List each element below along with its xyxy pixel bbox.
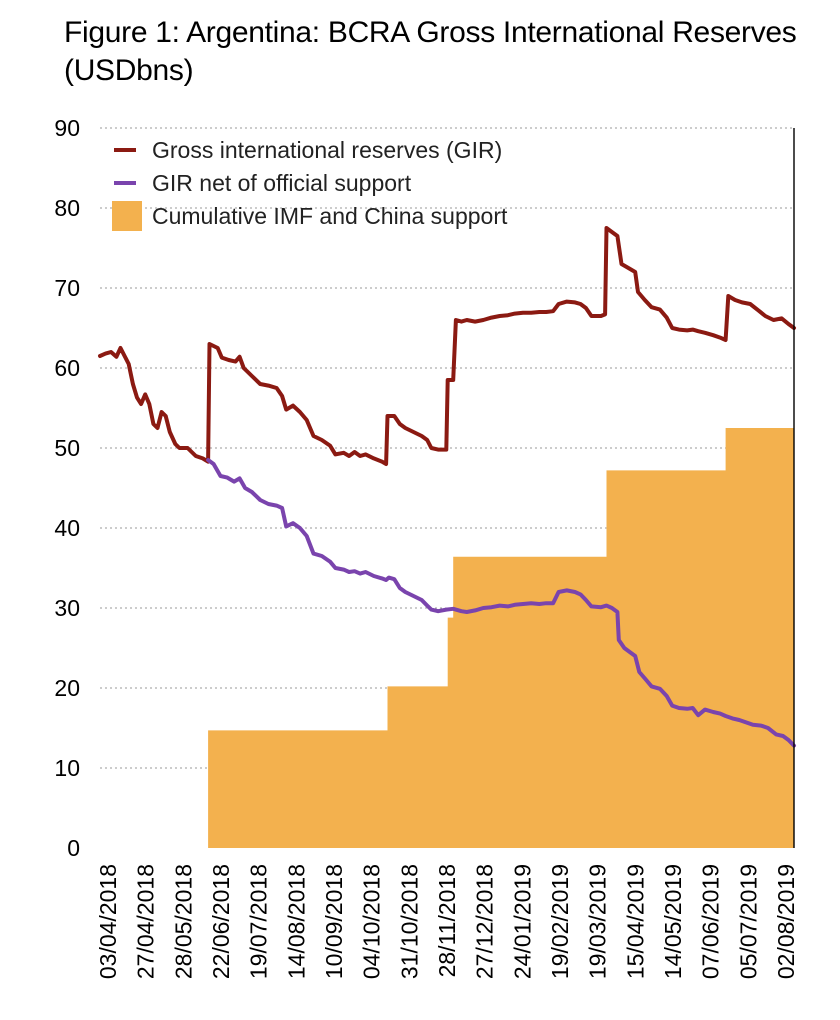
x-tick-label: 03/04/2018 [95,864,121,979]
x-tick-label: 19/07/2018 [246,864,272,979]
x-tick-label: 14/05/2019 [660,864,686,979]
y-tick-label: 0 [67,835,80,861]
lines-layer [98,226,796,748]
x-tick-label: 22/06/2018 [208,864,234,979]
area-layer [208,428,795,848]
legend: Gross international reserves (GIR) GIR ne… [112,137,508,231]
y-tick-label: 20 [54,675,80,701]
legend-label-0: Gross international reserves (GIR) [152,137,502,163]
x-tick-label: 24/01/2019 [509,864,535,979]
y-tick-label: 60 [54,355,80,381]
x-tick-label: 05/07/2019 [735,864,761,979]
x-tick-label: 14/08/2018 [283,864,309,979]
y-tick-label: 50 [54,435,80,461]
x-tick-label: 19/03/2019 [585,864,611,979]
y-tick-label: 10 [54,755,80,781]
y-axis: 0 10 20 30 40 50 60 70 80 90 [54,115,80,861]
x-tick-label: 02/08/2019 [773,864,799,979]
y-tick-label: 70 [54,275,80,301]
x-tick-label: 28/05/2018 [170,864,196,979]
x-tick-label: 27/04/2018 [133,864,159,979]
x-axis: 03/04/2018 27/04/2018 28/05/2018 22/06/2018… [95,864,799,979]
chart-title: Figure 1: Argentina: BCRA Gross Internat… [64,16,797,87]
x-tick-label: 31/10/2018 [396,864,422,979]
x-tick-label: 04/10/2018 [359,864,385,979]
legend-swatch-2 [112,201,142,231]
legend-label-1: GIR net of official support [152,170,412,196]
series-line-0 [98,226,796,466]
series-line-1 [206,458,796,748]
y-tick-label: 80 [54,195,80,221]
y-tick-label: 30 [54,595,80,621]
legend-label-2: Cumulative IMF and China support [152,203,508,229]
x-tick-label: 10/09/2018 [321,864,347,979]
series-area-2 [208,428,795,848]
x-tick-label: 27/12/2018 [472,864,498,979]
x-tick-label: 15/04/2019 [622,864,648,979]
x-tick-label: 19/02/2019 [547,864,573,979]
x-tick-label: 28/11/2018 [434,864,460,977]
y-tick-label: 90 [54,115,80,141]
x-tick-label: 07/06/2019 [698,864,724,979]
y-tick-label: 40 [54,515,80,541]
